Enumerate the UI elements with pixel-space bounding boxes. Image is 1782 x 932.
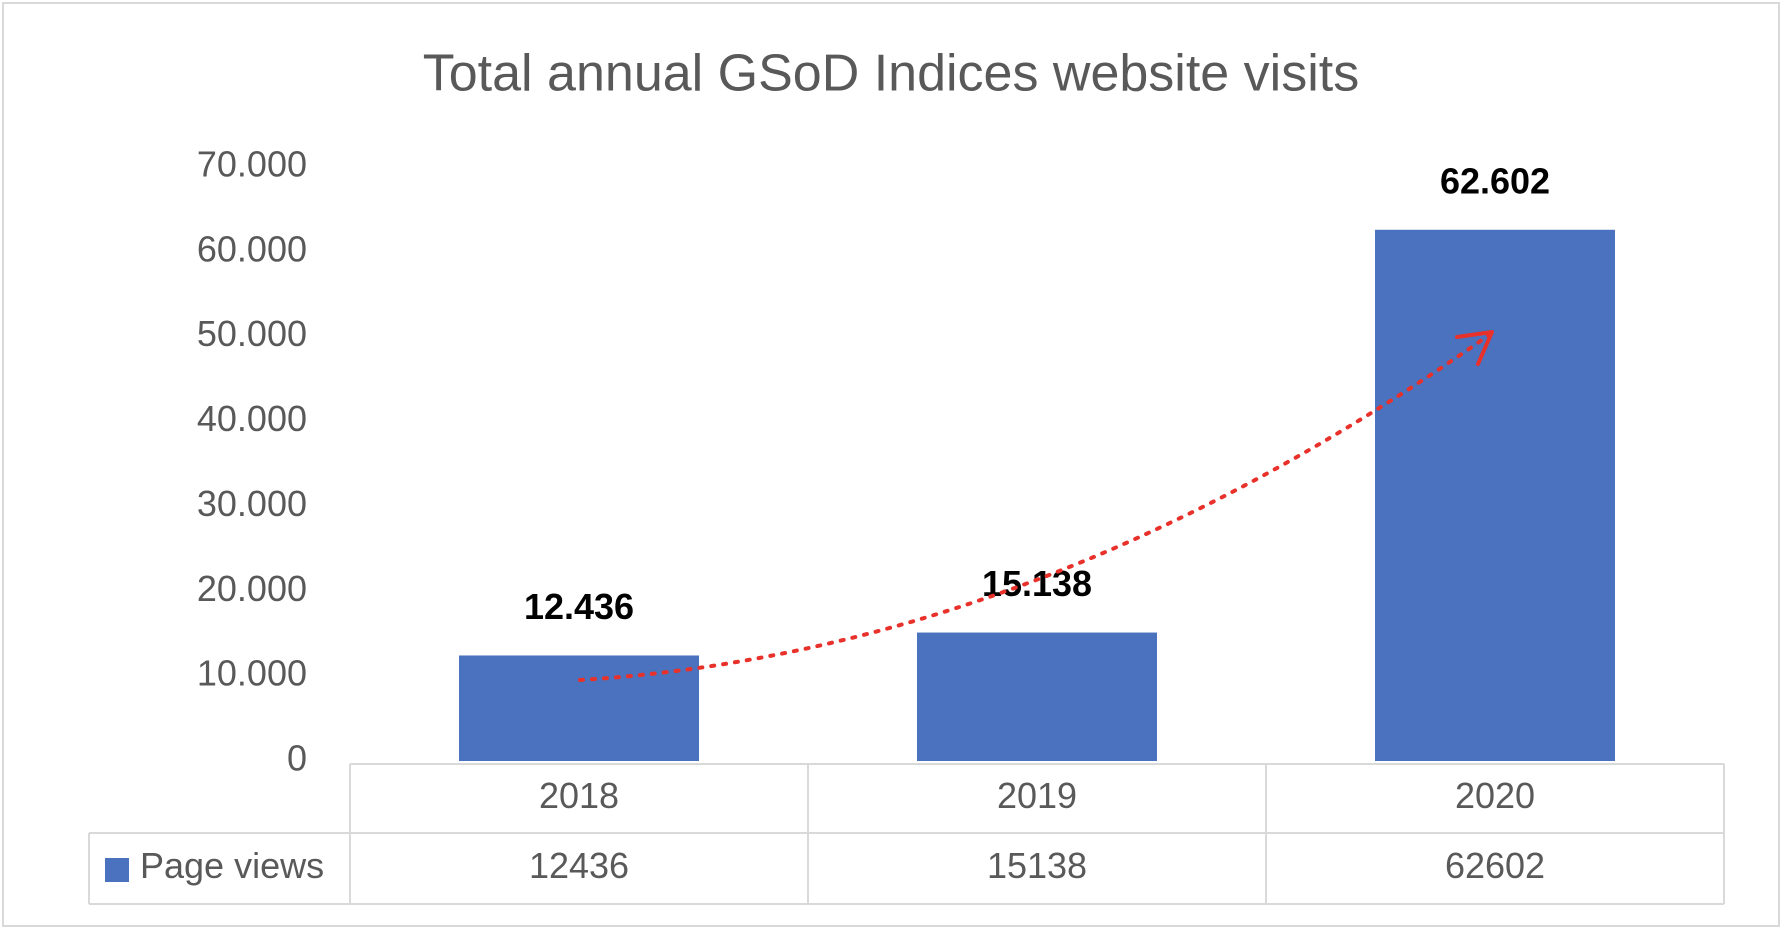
legend-swatch [105,858,129,882]
y-tick-label: 70.000 [197,144,307,185]
y-tick-label: 60.000 [197,228,307,269]
bar [917,632,1157,761]
data-label: 62.602 [1440,160,1550,201]
y-tick-label: 50.000 [197,313,307,354]
y-tick-label: 0 [287,738,307,779]
x-tick-label: 2018 [539,775,619,816]
x-tick-label: 2019 [997,775,1077,816]
x-tick-label: 2020 [1455,775,1535,816]
bar [1375,229,1615,761]
table-value: 12436 [529,845,629,886]
data-label: 12.436 [524,586,634,627]
y-tick-label: 20.000 [197,568,307,609]
legend-label: Page views [140,845,324,886]
arrow-head [1455,330,1494,366]
bar [459,655,699,761]
trend-arrow [578,330,1494,682]
y-tick-label: 40.000 [197,398,307,439]
trend-curve [578,333,1491,682]
data-label: 15.138 [982,563,1092,604]
table-value: 15138 [987,845,1087,886]
table-value: 62602 [1445,845,1545,886]
y-tick-label: 10.000 [197,653,307,694]
y-tick-label: 30.000 [197,483,307,524]
chart-title: Total annual GSoD Indices website visits [423,45,1359,103]
plot: 0 10.000 20.000 30.000 40.000 50.000 60.000 70.… [88,144,1725,905]
